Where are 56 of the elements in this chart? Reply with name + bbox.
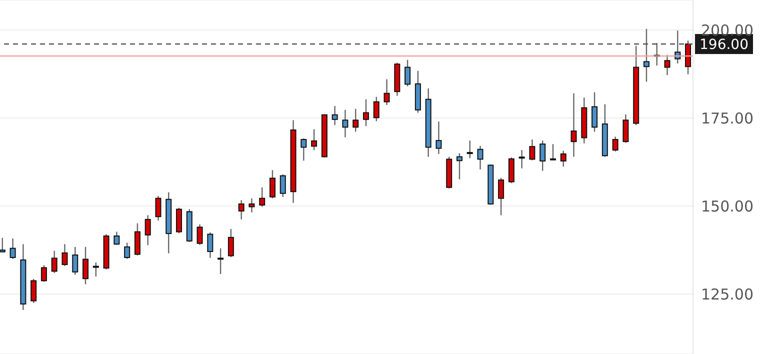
candlestick <box>664 54 670 76</box>
candlestick <box>92 262 99 278</box>
candlestick <box>550 143 556 161</box>
candlestick <box>134 222 140 256</box>
ref-line-label: 196.00 <box>700 37 748 54</box>
candlestick <box>155 195 162 222</box>
candlestick <box>508 156 514 184</box>
candlestick <box>498 177 504 216</box>
candlestick <box>518 149 525 169</box>
candlestick <box>30 278 37 304</box>
y-tick-label: 150.00 <box>701 197 754 216</box>
candlestick <box>270 170 276 199</box>
candlestick <box>228 228 234 258</box>
candlestick <box>124 242 130 260</box>
candlestick <box>384 78 390 106</box>
candlestick <box>352 108 359 132</box>
candlestick <box>72 246 78 276</box>
candlestick <box>466 140 473 159</box>
candlestick <box>404 59 411 87</box>
candlestick <box>82 246 89 285</box>
candlestick <box>592 92 598 132</box>
y-tick-label: 175.00 <box>701 109 754 128</box>
candlestick <box>196 224 203 246</box>
candlestick <box>207 232 214 258</box>
candlestick <box>560 150 566 168</box>
candlestick <box>51 250 58 274</box>
candlestick <box>238 199 244 220</box>
candlestick <box>144 214 151 246</box>
candlestick <box>456 152 462 180</box>
candlestick <box>40 264 47 282</box>
candlestick <box>62 244 68 267</box>
candlestick <box>300 138 307 162</box>
candlestick <box>10 238 16 260</box>
candlestick <box>436 120 442 155</box>
candlestick <box>685 40 692 75</box>
candlestick <box>373 96 380 122</box>
y-tick-label: 125.00 <box>701 285 754 304</box>
candlestick <box>342 109 348 138</box>
candlestick <box>612 136 618 152</box>
candlestick <box>248 198 255 213</box>
candlestick <box>570 92 577 158</box>
candlestick <box>114 231 120 246</box>
candlestick <box>477 145 484 170</box>
candlestick <box>0 237 6 252</box>
candlestick <box>643 28 650 82</box>
candlestick <box>540 140 546 172</box>
candlestick <box>311 128 318 151</box>
candlestick <box>622 114 629 144</box>
candlestick <box>176 207 182 234</box>
candlestick <box>362 98 369 127</box>
candlestick <box>332 105 338 126</box>
candlestick <box>218 248 224 275</box>
candlestick <box>280 174 286 198</box>
candlestick <box>674 30 681 64</box>
candlestick <box>529 138 536 161</box>
candlestick <box>259 186 266 208</box>
